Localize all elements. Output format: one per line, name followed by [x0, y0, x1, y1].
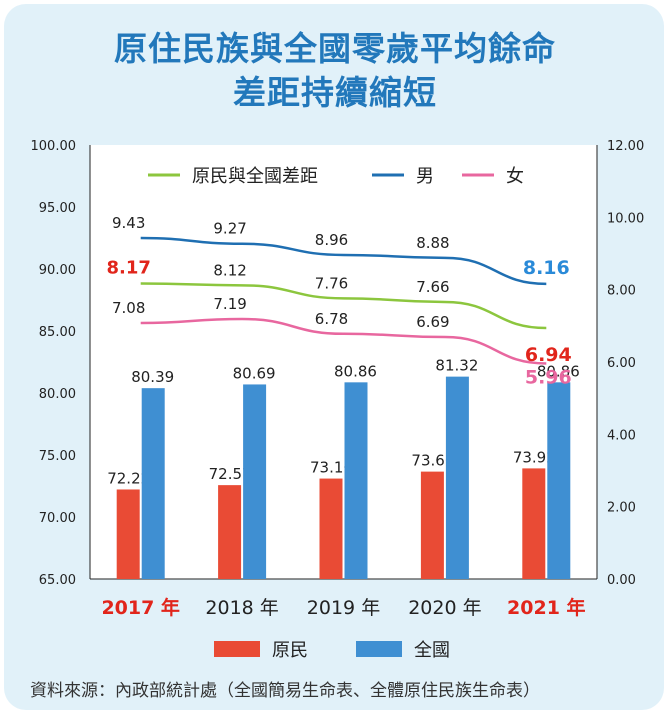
x-axis-category-label: 2019 年	[307, 597, 380, 619]
right-axis-tick-label: 12.00	[607, 139, 644, 154]
bar-value-label: 80.69	[233, 364, 276, 382]
bar-value-label: 73.66	[411, 452, 454, 470]
bar-indigenous	[420, 471, 444, 579]
bar-value-label: 72.22	[107, 469, 150, 487]
line-value-label: 7.19	[213, 295, 246, 313]
bar-national	[344, 382, 368, 579]
bar-national	[445, 376, 469, 579]
line-series-1	[140, 236, 547, 286]
left-axis-tick-label: 70.00	[39, 511, 76, 526]
plot-area	[90, 145, 597, 579]
left-axis-tick-label: 85.00	[39, 325, 76, 340]
bar-indigenous	[319, 478, 343, 579]
x-axis-category-label: 2018 年	[205, 597, 278, 619]
x-axis-category-label: 2020 年	[408, 597, 481, 619]
right-axis-tick-label: 10.00	[607, 211, 644, 226]
line-value-label: 5.96	[525, 366, 572, 388]
left-axis-tick-label: 75.00	[39, 449, 76, 464]
bar-national	[547, 382, 571, 579]
x-axis-category-label: 2017 年	[101, 596, 180, 619]
bar-value-label: 81.32	[435, 357, 478, 375]
bar-value-label: 80.86	[334, 362, 377, 380]
right-axis-tick-label: 4.00	[607, 428, 636, 443]
line-series-0	[140, 282, 547, 330]
bar-value-label: 72.57	[209, 465, 252, 483]
line-series-2	[140, 317, 547, 365]
bar-national	[243, 384, 267, 579]
legend-bar-label: 原民	[272, 640, 308, 661]
x-axis-category-label: 2021 年	[507, 596, 586, 619]
left-axis-tick-label: 100.00	[31, 139, 77, 154]
left-axis-tick-label: 90.00	[39, 263, 76, 278]
line-value-label: 7.76	[315, 274, 348, 292]
line-value-label: 6.69	[416, 313, 449, 331]
line-value-label: 8.12	[213, 261, 246, 279]
line-value-label: 9.43	[112, 214, 145, 232]
line-value-label: 8.16	[523, 257, 570, 279]
left-axis-tick-label: 80.00	[39, 387, 76, 402]
line-value-label: 8.17	[106, 258, 150, 279]
line-value-label: 8.88	[416, 234, 449, 252]
bar-value-label: 73.10	[310, 459, 353, 477]
source-note: 資料來源：內政部統計處（全國簡易生命表、全體原住民族生命表）	[30, 681, 540, 701]
legend-line-label: 男	[416, 166, 434, 187]
legend-bar-swatch	[214, 641, 260, 657]
line-value-label: 7.08	[112, 299, 145, 317]
chart-title-line1: 原住民族與全國零歲平均餘命	[114, 29, 556, 68]
line-value-label: 9.27	[213, 220, 246, 238]
bar-indigenous	[116, 489, 140, 579]
bar-indigenous	[522, 468, 546, 579]
legend-bar-label: 全國	[414, 640, 450, 661]
bar-value-label: 80.86	[537, 362, 580, 380]
right-axis-tick-label: 0.00	[607, 573, 636, 588]
left-axis-tick-label: 65.00	[39, 573, 76, 588]
right-axis-tick-label: 6.00	[607, 356, 636, 371]
bar-national	[141, 388, 165, 579]
line-value-label: 8.96	[315, 231, 348, 249]
bar-value-label: 80.39	[131, 368, 174, 386]
right-axis-tick-label: 2.00	[607, 501, 636, 516]
left-axis-tick-label: 95.00	[39, 201, 76, 216]
legend-line-label: 原民與全國差距	[192, 166, 318, 187]
line-value-label: 6.94	[525, 344, 572, 366]
legend-line-label: 女	[506, 166, 524, 187]
chart-title-line2: 差距持續縮短	[233, 73, 437, 112]
bar-indigenous	[218, 485, 242, 579]
bar-value-label: 73.92	[513, 448, 556, 466]
line-value-label: 7.66	[416, 278, 449, 296]
legend-bar-swatch	[356, 641, 402, 657]
line-value-label: 6.78	[315, 310, 348, 328]
right-axis-tick-label: 8.00	[607, 284, 636, 299]
